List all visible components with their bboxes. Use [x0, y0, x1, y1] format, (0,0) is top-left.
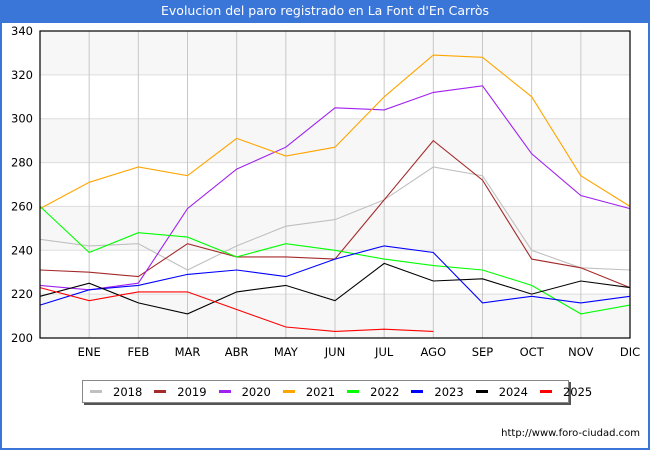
x-tick-label: ABR: [225, 345, 249, 359]
legend-item-2025: 2025: [539, 384, 593, 399]
y-tick-label: 220: [11, 287, 33, 301]
legend-label: 2018: [113, 384, 143, 399]
legend-label: 2020: [241, 384, 271, 399]
series-line-2018: [39, 166, 631, 271]
legend-label: 2021: [305, 384, 336, 399]
y-tick-label: 280: [11, 156, 33, 170]
x-tick-label: AGO: [421, 345, 447, 359]
legend-swatch: [411, 390, 424, 393]
x-tick-label: DIC: [620, 345, 640, 359]
series-line-2023: [39, 245, 631, 306]
axes: [39, 30, 631, 339]
legend-label: 2023: [434, 384, 464, 399]
series-line-2021: [39, 54, 631, 210]
legend-label: 2022: [370, 384, 400, 399]
y-tick-label: 260: [11, 199, 33, 213]
legend-label: 2019: [177, 384, 207, 399]
legend-swatch: [90, 390, 102, 393]
legend-label: 2024: [498, 384, 528, 399]
legend-item-2024: 2024: [475, 384, 528, 399]
x-tick-labels: ENE FEB MAR ABR MAY JUN JUL AGO SEP OCT NOV DIC: [78, 345, 641, 359]
legend-item-2020: 2020: [218, 384, 271, 399]
legend-swatch: [154, 390, 167, 393]
legend-swatch: [475, 390, 488, 393]
x-tick-label: JUL: [374, 345, 394, 359]
x-tick-label: MAR: [175, 345, 201, 359]
y-tick-label: 300: [11, 112, 33, 126]
legend-item-2018: 2018: [90, 385, 142, 399]
legend-item-2021: 2021: [282, 384, 336, 399]
y-tick-label: 240: [11, 243, 33, 257]
x-tick-label: MAY: [274, 345, 299, 359]
legend-swatch: [218, 390, 231, 393]
legend-item-2023: 2023: [411, 384, 464, 399]
series-lines: [39, 54, 631, 332]
x-tick-label: SEP: [472, 345, 494, 359]
legend-swatch: [347, 390, 360, 393]
x-tick-label: ENE: [78, 345, 101, 359]
x-tick-label: JUN: [324, 345, 345, 359]
x-tick-label: FEB: [127, 345, 149, 359]
x-tick-label: NOV: [568, 345, 593, 359]
series-line-2024: [39, 262, 631, 315]
plot-border: [39, 30, 631, 339]
x-tick-label: OCT: [520, 345, 545, 359]
series-line-2022: [39, 205, 631, 315]
y-tick-labels: 200 220 240 260 280 300 320 340: [11, 24, 33, 345]
legend: 2018 2019 2020 2021 2022 2023 2024 2025: [82, 380, 592, 403]
y-tick-label: 200: [11, 331, 33, 345]
y-tick-label: 320: [11, 68, 33, 82]
legend-label: 2025: [562, 384, 593, 399]
legend-item-2022: 2022: [347, 385, 399, 399]
y-tick-label: 340: [11, 24, 33, 38]
legend-item-2019: 2019: [154, 384, 207, 399]
legend-swatch: [539, 390, 552, 393]
source-url: http://www.foro-ciudad.com: [501, 428, 640, 439]
chart-title: Evolucion del paro registrado en La Font…: [161, 3, 489, 18]
series-line-2020: [39, 85, 631, 291]
legend-swatch: [282, 390, 295, 393]
series-line-2025: [39, 287, 434, 332]
